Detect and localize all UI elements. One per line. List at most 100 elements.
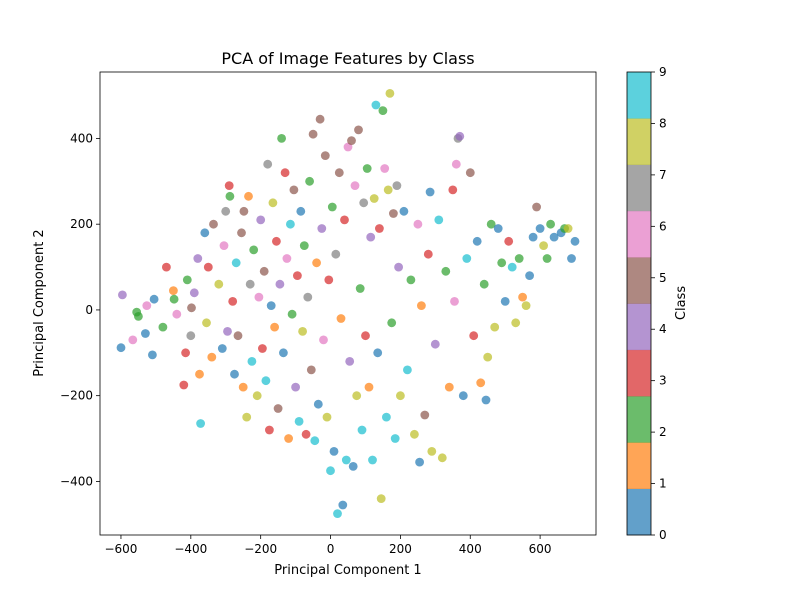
data-point-class-2: [497, 258, 507, 268]
data-point-class-6: [451, 159, 461, 169]
data-point-class-0: [549, 232, 559, 242]
data-point-class-0: [567, 254, 576, 263]
data-point-class-6: [450, 297, 459, 306]
data-point-class-3: [181, 348, 191, 358]
data-point-class-5: [233, 331, 243, 341]
data-point-class-6: [128, 335, 138, 345]
data-point-class-2: [182, 275, 192, 285]
colorbar-band-0: [627, 488, 651, 536]
data-point-class-9: [371, 100, 381, 110]
data-point-class-9: [507, 262, 517, 272]
data-point-class-5: [308, 129, 318, 139]
colorbar-tick-label: 4: [659, 322, 667, 336]
data-point-class-9: [247, 357, 257, 366]
data-point-class-1: [284, 434, 293, 443]
data-point-class-5: [239, 206, 249, 216]
colorbar-band-6: [627, 210, 651, 258]
data-point-class-7: [359, 198, 369, 208]
data-point-class-8: [483, 352, 493, 362]
data-point-class-0: [472, 236, 482, 246]
data-point-class-1: [195, 369, 204, 379]
data-point-class-9: [368, 455, 377, 465]
data-point-class-2: [406, 275, 416, 285]
data-point-class-0: [266, 301, 276, 310]
colorbar-band-2: [627, 396, 651, 443]
data-point-class-9: [341, 455, 351, 465]
data-point-class-5: [465, 168, 475, 178]
data-point-class-9: [310, 436, 320, 446]
data-point-class-5: [347, 136, 356, 146]
data-point-class-6: [413, 219, 423, 229]
data-point-class-6: [350, 181, 360, 191]
data-point-class-1: [417, 301, 426, 310]
data-point-class-1: [476, 378, 486, 388]
data-point-class-8: [268, 198, 278, 208]
data-point-class-0: [535, 224, 545, 233]
data-point-class-2: [441, 266, 451, 276]
data-point-class-1: [169, 286, 178, 295]
data-point-class-4: [189, 288, 199, 298]
data-point-class-8: [214, 279, 224, 289]
data-point-class-5: [354, 125, 363, 135]
data-point-class-5: [420, 410, 430, 420]
data-point-class-4: [317, 224, 327, 233]
data-point-class-6: [319, 335, 328, 345]
plot-frame: [99, 71, 597, 536]
data-point-class-8: [322, 412, 332, 422]
data-point-class-2: [327, 202, 337, 212]
data-point-class-0: [116, 343, 126, 353]
data-point-class-9: [434, 215, 444, 225]
data-point-class-7: [245, 279, 255, 289]
data-point-class-2: [355, 284, 365, 293]
data-point-class-5: [273, 404, 283, 413]
y-tick-label: −200: [60, 389, 93, 403]
data-point-class-8: [298, 327, 307, 336]
data-point-class-8: [383, 185, 393, 195]
data-point-class-0: [296, 206, 306, 216]
data-point-class-1: [244, 191, 253, 201]
data-point-class-1: [518, 292, 527, 302]
y-tick-label: 0: [85, 303, 93, 317]
data-point-class-0: [313, 399, 323, 409]
data-point-class-4: [394, 262, 403, 272]
data-point-class-5: [532, 202, 541, 212]
data-point-class-7: [263, 159, 273, 169]
data-point-class-3: [324, 275, 334, 285]
data-point-class-0: [141, 329, 150, 338]
data-point-class-2: [362, 164, 372, 173]
data-point-class-4: [366, 232, 376, 242]
data-point-class-9: [294, 417, 304, 426]
data-point-class-9: [231, 258, 241, 268]
data-point-class-3: [469, 331, 479, 341]
y-axis: −400 −200 0 200 400: [60, 131, 100, 488]
data-point-class-4: [275, 279, 285, 289]
data-point-class-6: [142, 301, 152, 310]
data-point-class-1: [207, 352, 217, 362]
data-point-class-0: [425, 187, 435, 197]
colorbar-frame: [626, 71, 652, 536]
data-point-class-4: [345, 357, 355, 366]
colorbar-band-5: [627, 257, 651, 304]
x-tick-label: −200: [244, 542, 277, 556]
colorbar-tick-label: 1: [659, 477, 667, 491]
data-point-class-0: [149, 294, 159, 304]
data-point-class-7: [186, 331, 196, 341]
colorbar-band-3: [627, 349, 651, 397]
data-point-class-0: [570, 236, 580, 246]
data-point-class-2: [158, 322, 168, 332]
data-point-class-9: [333, 509, 342, 518]
colorbar: 0 1 2 3 4 5 6 7 8 9: [626, 65, 667, 542]
data-point-class-2: [486, 219, 496, 229]
data-point-class-8: [539, 241, 548, 251]
data-point-class-5: [334, 168, 344, 178]
data-point-class-0: [481, 395, 491, 405]
data-point-class-8: [437, 453, 447, 463]
x-tick-label: 400: [459, 542, 482, 556]
data-point-class-7: [303, 292, 313, 302]
data-point-class-2: [305, 176, 314, 186]
data-point-class-8: [396, 391, 405, 401]
x-tick-label: 0: [327, 542, 335, 556]
data-point-class-5: [389, 209, 398, 218]
data-point-class-6: [172, 309, 182, 319]
